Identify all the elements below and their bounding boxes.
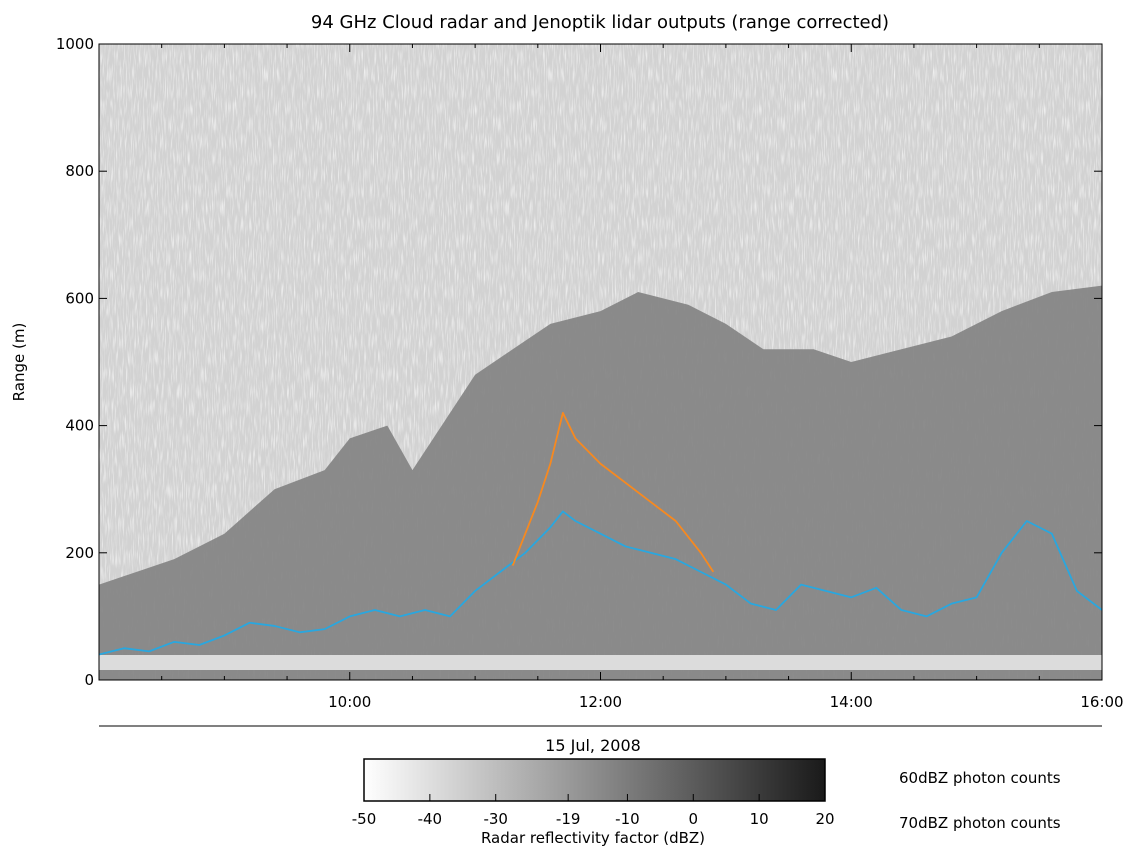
- y-tick-label: 800: [65, 162, 94, 180]
- series-line-70dbz: [511, 411, 715, 573]
- y-tick-label: 0: [84, 671, 94, 689]
- colorbar-tick-label: -30: [483, 810, 508, 828]
- y-tick-label: 400: [65, 417, 94, 435]
- cloud-reflectivity-area: [99, 285, 1102, 680]
- x-axis: 10:00 12:00 14:00 16:00: [98, 44, 1124, 711]
- colorbar-tick-label: 0: [689, 810, 699, 828]
- legend-60dbz: 60dBZ photon counts: [899, 769, 1061, 787]
- colorbar-bar: [363, 758, 826, 802]
- y-tick-label: 600: [65, 289, 94, 307]
- colorbar: -50 -40 -30 -19 -10 0 10 20 Radar reflectivity …: [352, 758, 835, 847]
- colorbar-tick-label: -10: [615, 810, 640, 828]
- colorbar-tick-label: 10: [750, 810, 769, 828]
- colorbar-tick-label: -19: [556, 810, 581, 828]
- colorbar-tick-label: -50: [352, 810, 377, 828]
- colorbar-tick-label: 20: [815, 810, 834, 828]
- series-layer: [99, 411, 1102, 656]
- x-axis-date-label: 15 Jul, 2008: [545, 736, 641, 755]
- x-tick-label: 16:00: [1080, 693, 1123, 711]
- colorbar-label: Radar reflectivity factor (dBZ): [481, 829, 705, 847]
- legend-70dbz: 70dBZ photon counts: [899, 814, 1061, 832]
- colorbar-tick-label: -40: [418, 810, 443, 828]
- series-line-60dbz: [99, 510, 1102, 656]
- x-tick-label: 14:00: [830, 693, 873, 711]
- y-axis: Range (m) 0 200 400 600 800 1000: [10, 35, 1102, 689]
- y-tick-label: 1000: [56, 35, 94, 53]
- y-axis-label: Range (m): [10, 323, 28, 402]
- near-ground-clutter: [99, 655, 1102, 670]
- y-tick-label: 200: [65, 544, 94, 562]
- chart-title: 94 GHz Cloud radar and Jenoptik lidar ou…: [311, 12, 889, 33]
- x-tick-label: 10:00: [328, 693, 371, 711]
- plot-area: [99, 44, 1102, 680]
- x-tick-label: 12:00: [579, 693, 622, 711]
- colorbar-ticks: -50 -40 -30 -19 -10 0 10 20: [352, 794, 835, 828]
